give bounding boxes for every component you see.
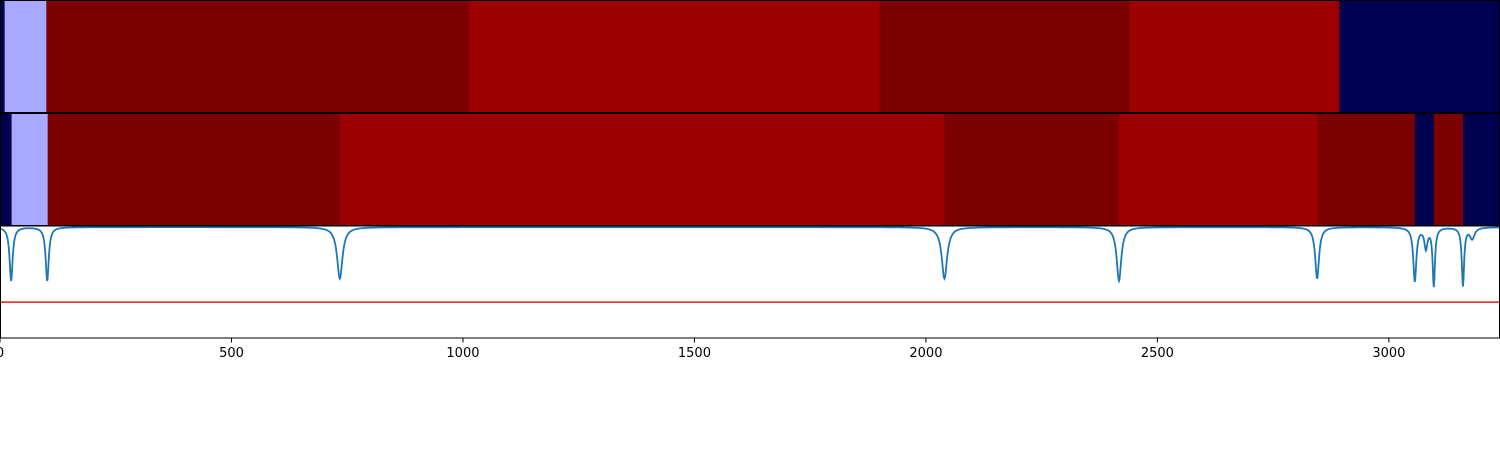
heatmap-cell-2-9 (1433, 113, 1464, 226)
heatmap-cell-2-8 (1414, 113, 1435, 226)
x-tick-label-1000: 1000 (446, 346, 479, 361)
heatmap-cell-2-4 (339, 113, 945, 226)
heatmap-cell-1-2 (4, 0, 47, 113)
x-tick-label-2500: 2500 (1141, 346, 1174, 361)
heatmap-cell-1-3 (46, 0, 470, 113)
heatmap-cell-1-1 (0, 0, 6, 113)
heatmap-cell-2-10 (1462, 113, 1500, 226)
heatmap-cell-1-4 (468, 0, 881, 113)
heatmap-cell-2-6 (1118, 113, 1318, 226)
heatmap-row-2 (0, 113, 1500, 226)
x-tick-label-3000: 3000 (1372, 346, 1405, 361)
heatmap-cell-2-5 (944, 113, 1120, 226)
heatmap-cell-2-2 (11, 113, 49, 226)
x-tick-label-2000: 2000 (909, 346, 942, 361)
heatmap-cell-1-5 (879, 0, 1131, 113)
heatmap-cell-2-3 (47, 113, 341, 226)
heatmap-cell-1-7 (1339, 0, 1500, 113)
heatmap-cell-1-6 (1129, 0, 1340, 113)
heatmap-cell-2-1 (0, 113, 13, 226)
curve-panel (0, 225, 1500, 339)
x-tick-label-0: 0 (0, 346, 4, 361)
heatmap-cell-2-7 (1317, 113, 1416, 226)
x-axis: 0 500 1000 1500 2000 2500 3000 (0, 338, 1405, 361)
heatmap-row-1 (0, 0, 1500, 113)
x-tick-label-500: 500 (219, 346, 244, 361)
score-line (0, 226, 1500, 288)
x-tick-label-1500: 1500 (678, 346, 711, 361)
curve-frame (0, 225, 1500, 339)
